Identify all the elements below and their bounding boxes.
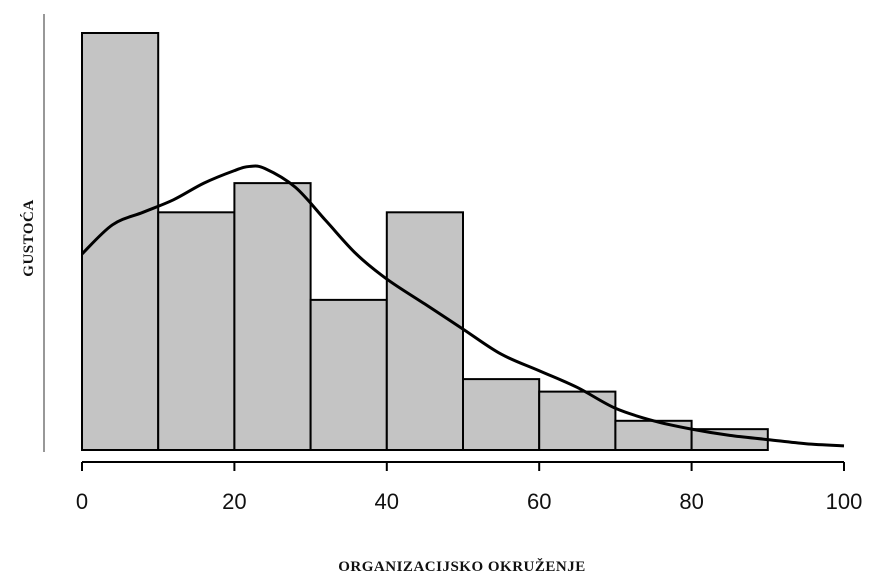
x-tick-label-80: 80 [679,489,703,514]
x-tick-label-100: 100 [826,489,863,514]
histogram-bar-30-40 [309,298,388,451]
histogram-bar-70-80 [614,419,693,451]
histogram-bar-40-50 [385,211,464,451]
histogram-bar-20-30 [233,182,312,451]
x-tick-label-20: 20 [222,489,246,514]
histogram-bar-60-70 [538,390,617,451]
x-tick-label-60: 60 [527,489,551,514]
x-tick-label-40: 40 [375,489,399,514]
density-curve [80,164,845,448]
histogram-bar-10-20 [157,211,236,451]
x-axis-title: ORGANIZACIJSKO OKRUŽENJE [338,558,585,575]
x-tick-label-0: 0 [76,489,88,514]
y-axis-title: GUSTOĆA [20,199,37,276]
x-axis: 0 20 40 60 80 100 [76,461,863,514]
histogram-bars [81,32,769,451]
histogram-bar-50-60 [462,378,541,451]
